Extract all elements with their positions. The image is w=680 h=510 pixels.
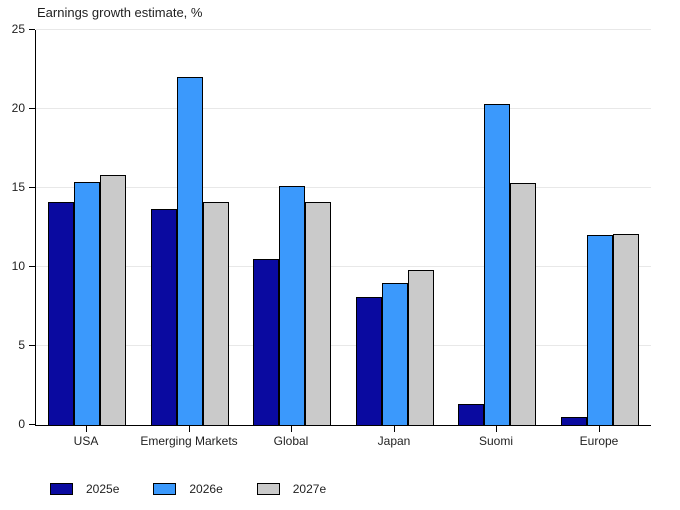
legend-swatch-2027e xyxy=(256,483,280,495)
x-axis-tick-japan xyxy=(394,426,395,432)
legend-label-2025e: 2025e xyxy=(86,482,120,496)
grid-line-25 xyxy=(36,29,651,30)
bar-japan-2025e xyxy=(356,297,382,425)
bar-suomi-2027e xyxy=(510,183,536,425)
bar-usa-2026e xyxy=(74,182,100,425)
bar-suomi-2025e xyxy=(458,404,484,425)
bar-europe-2026e xyxy=(587,235,613,425)
x-axis-label-europe: Europe xyxy=(579,434,619,448)
x-axis-tick-suomi xyxy=(496,426,497,432)
x-axis-label-usa: USA xyxy=(73,434,99,448)
bar-japan-2026e xyxy=(382,283,408,425)
legend-item-2027e: 2027e xyxy=(256,482,327,496)
bar-global-2027e xyxy=(305,202,331,425)
grid-line-5 xyxy=(36,345,651,346)
legend-item-2025e: 2025e xyxy=(50,482,119,496)
bar-europe-2025e xyxy=(561,417,587,425)
bar-global-2026e xyxy=(279,186,305,425)
bar-emerging-markets-2026e xyxy=(177,77,203,425)
grid-line-20 xyxy=(36,108,651,109)
chart-title: Earnings growth estimate, % xyxy=(37,5,203,20)
y-axis-tick-20 xyxy=(29,108,35,109)
legend-item-2026e: 2026e xyxy=(153,482,223,496)
bar-usa-2025e xyxy=(48,202,74,425)
x-axis-tick-europe xyxy=(599,426,600,432)
y-axis-label-15: 15 xyxy=(11,180,25,194)
bar-global-2025e xyxy=(253,259,279,425)
y-axis-tick-10 xyxy=(29,266,35,267)
grid-line-10 xyxy=(36,266,651,267)
bar-japan-2027e xyxy=(408,270,434,425)
x-axis-label-japan: Japan xyxy=(377,434,411,448)
y-axis-label-5: 5 xyxy=(18,338,25,352)
y-axis-tick-5 xyxy=(29,345,35,346)
x-axis-label-emerging-markets: Emerging Markets xyxy=(140,434,238,448)
bar-emerging-markets-2025e xyxy=(151,209,177,425)
y-axis-tick-0 xyxy=(29,424,35,425)
legend-label-2026e: 2026e xyxy=(189,482,223,496)
legend: 2025e 2026e 2027e xyxy=(50,482,360,496)
y-axis-label-25: 25 xyxy=(11,22,25,36)
bar-emerging-markets-2027e xyxy=(203,202,229,425)
bar-suomi-2026e xyxy=(484,104,510,425)
x-axis-tick-emerging-markets xyxy=(189,426,190,432)
x-axis-label-global: Global xyxy=(273,434,309,448)
y-axis-label-20: 20 xyxy=(11,101,25,115)
bar-europe-2027e xyxy=(613,234,639,425)
x-axis-tick-global xyxy=(291,426,292,432)
y-axis-tick-25 xyxy=(29,29,35,30)
x-axis-tick-usa xyxy=(86,426,87,432)
y-axis-tick-15 xyxy=(29,187,35,188)
legend-swatch-2026e xyxy=(153,483,177,495)
legend-swatch-2025e xyxy=(50,483,73,495)
grid-line-15 xyxy=(36,187,651,188)
y-axis-label-10: 10 xyxy=(11,259,25,273)
bar-usa-2027e xyxy=(100,175,126,425)
y-axis-label-0: 0 xyxy=(18,417,25,431)
x-axis-label-suomi: Suomi xyxy=(478,434,514,448)
legend-label-2027e: 2027e xyxy=(292,482,327,496)
plot-area xyxy=(35,29,651,426)
